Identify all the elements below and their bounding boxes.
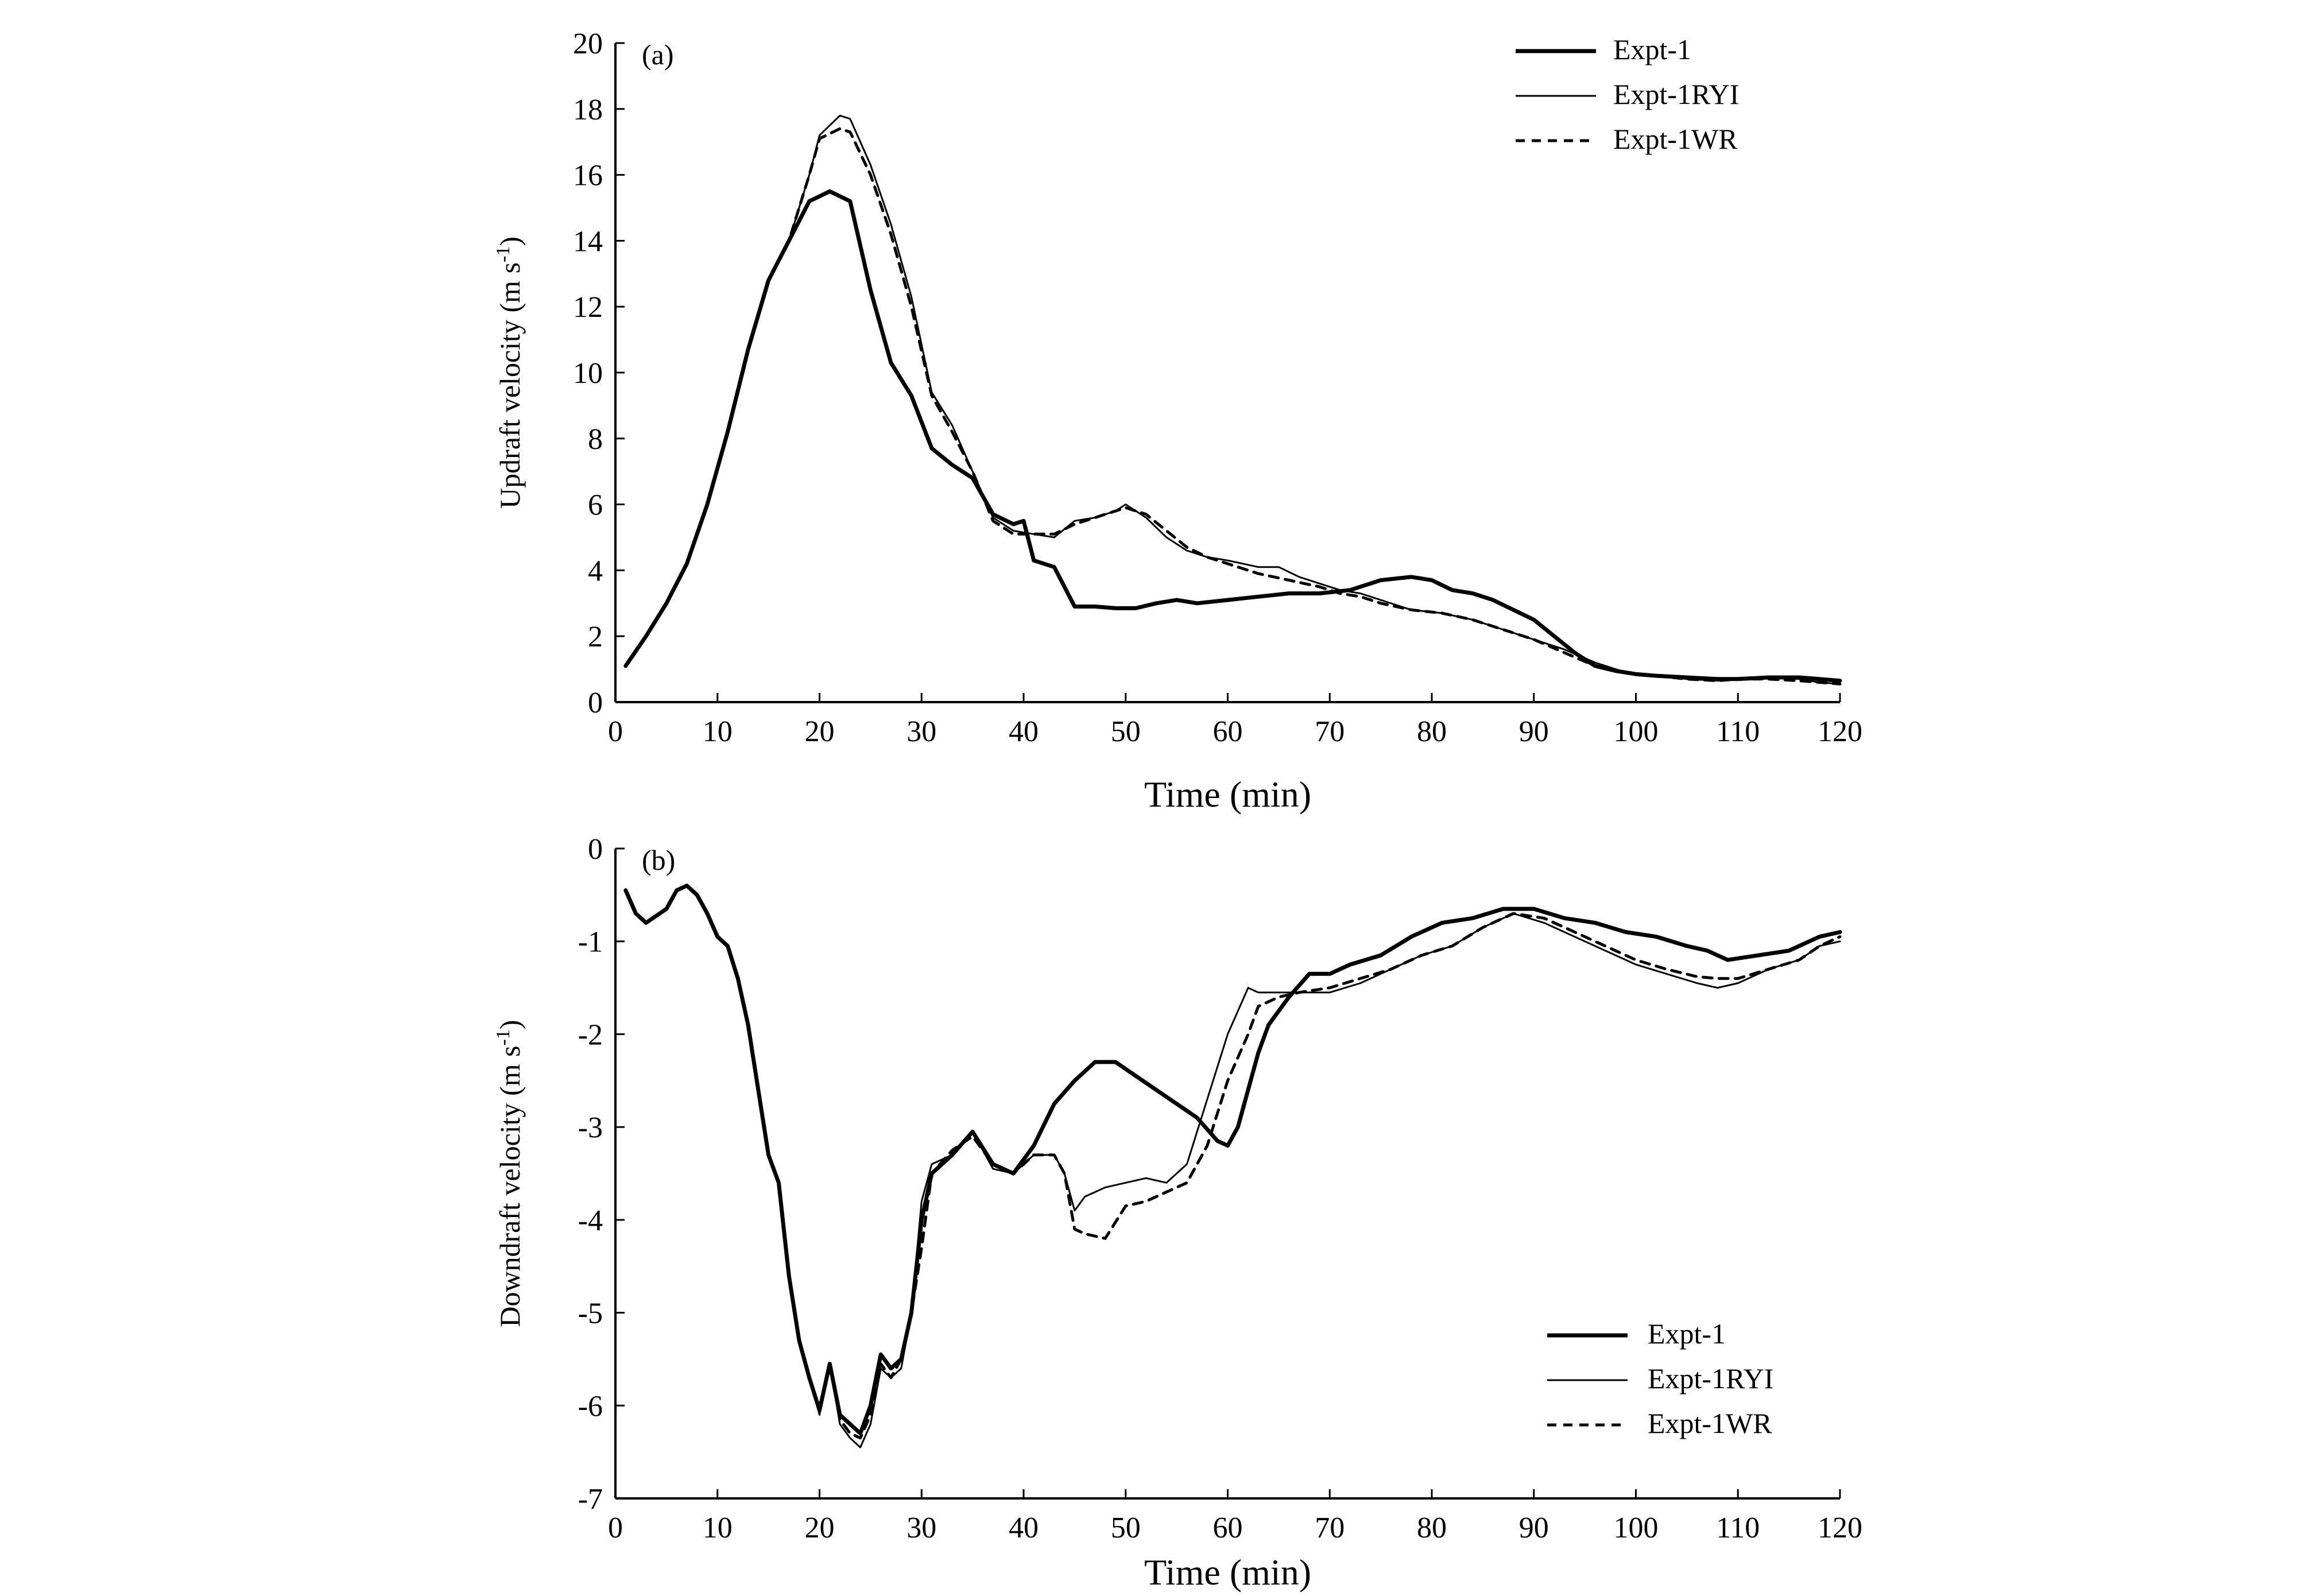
panel-b-series-expt-1wr	[624, 884, 1842, 1440]
panel-a-y-tick-label: 16	[573, 160, 603, 192]
panel-b-legend: Expt-1 Expt-1RYI Expt-1WR	[1547, 1318, 1773, 1439]
panel-a-y-tick-label: 0	[588, 687, 603, 719]
panel-b-y-tick-label: -1	[578, 926, 603, 959]
panel-a-y-axis-title-close: )	[494, 237, 526, 246]
panel-a-series-expt-1wr	[624, 127, 1842, 685]
panel-b-x-tick-label: 90	[1519, 1512, 1549, 1544]
panel-a-y-axis-title-main: Updraft velocity (m s	[494, 262, 526, 509]
panel-a-x-axis-title: Time (min)	[1144, 774, 1311, 815]
panel-b-x-tick-label: 80	[1417, 1512, 1447, 1544]
panel-b-y-tick-label: -2	[578, 1018, 603, 1051]
panel-b-x-tick-label: 40	[1009, 1512, 1039, 1544]
panel-b-x-tick-label: 110	[1716, 1512, 1760, 1544]
panel-b-y-tick-label: -4	[578, 1204, 603, 1237]
panel-b-legend-label: Expt-1RYI	[1648, 1362, 1773, 1394]
panel-a-x-tick-label: 50	[1111, 715, 1141, 748]
panel-a-y-tick-label: 18	[573, 94, 603, 126]
panel-a-y-tick-label: 10	[573, 357, 603, 390]
panel-a-y-ticks: 0 2 4 6 8 10 12 14 16 18 20	[573, 28, 625, 719]
panel-b-x-tick-label: 20	[805, 1512, 835, 1544]
panel-b-x-tick-label: 70	[1315, 1512, 1345, 1544]
panel-b-y-tick-label: 0	[588, 833, 603, 866]
panel-a-y-tick-label: 12	[573, 291, 603, 324]
panel-a-y-tick-label: 20	[573, 28, 603, 60]
panel-a-series-group	[623, 114, 1842, 685]
panel-b-y-axis-title: Downdraft velocity (m s-1)	[493, 1020, 526, 1327]
panel-a-legend: Expt-1 Expt-1RYI Expt-1WR	[1516, 33, 1739, 155]
panel-b-y-ticks: 0 -1 -2 -3 -4 -5 -6 -7	[578, 833, 625, 1516]
panel-a-y-tick-label: 4	[588, 555, 603, 587]
panel-a-x-tick-label: 10	[703, 715, 733, 748]
panel-a-legend-label: Expt-1WR	[1613, 123, 1738, 155]
panel-a-y-axis-title: Updraft velocity (m s-1)	[493, 237, 526, 509]
panel-b-y-axis-title-superscript: -1	[493, 1029, 514, 1045]
panel-a-label: (a)	[642, 38, 674, 71]
panel-b-series-group	[623, 884, 1842, 1448]
panel-a-y-tick-label: 8	[588, 423, 603, 456]
panel-a-series-expt-1ryi	[625, 114, 1841, 685]
panel-a-y-axis-title-superscript: -1	[493, 246, 514, 262]
panel-b-y-tick-label: -7	[578, 1483, 603, 1516]
panel-b-x-tick-label: 100	[1614, 1512, 1659, 1544]
panel-a-x-tick-label: 110	[1716, 715, 1760, 748]
panel-b-y-axis-title-main: Downdraft velocity (m s	[494, 1045, 526, 1327]
panel-b-y-tick-label: -5	[578, 1297, 603, 1330]
panel-a-y-tick-label: 14	[573, 225, 603, 258]
panel-b-y-tick-label: -6	[578, 1390, 603, 1423]
panel-a-x-ticks: 0 10 20 30 40 50 60 70 80 90 100 110 120	[608, 693, 1862, 748]
panel-b-x-tick-label: 50	[1111, 1512, 1141, 1544]
panel-a-y-tick-label: 2	[588, 621, 603, 653]
panel-a-y-tick-label: 6	[588, 489, 603, 522]
panel-b-y-axis-title-close: )	[494, 1020, 526, 1029]
panel-b-legend-label: Expt-1	[1648, 1318, 1726, 1350]
panel-a-legend-label: Expt-1RYI	[1613, 78, 1739, 110]
panel-b-legend-label: Expt-1WR	[1648, 1407, 1772, 1439]
panel-b-label: (b)	[642, 844, 675, 876]
panel-a-x-tick-label: 20	[805, 715, 835, 748]
panel-b-x-ticks: 0 10 20 30 40 50 60 70 80 90 100 110 120	[608, 1489, 1862, 1544]
panel-b-x-tick-label: 120	[1818, 1512, 1862, 1544]
panel-b-x-tick-label: 0	[608, 1512, 623, 1544]
panel-a-x-tick-label: 30	[906, 715, 936, 748]
panel-a-x-tick-label: 80	[1417, 715, 1447, 748]
panel-b-x-tick-label: 10	[703, 1512, 733, 1544]
panel-b-y-tick-label: -3	[578, 1111, 603, 1144]
panel-a-x-tick-label: 120	[1818, 715, 1862, 748]
panel-b-downdraft-chart: 0 10 20 30 40 50 60 70 80 90 100 110 120 0 -1 -2 -3 -4 -5…	[493, 833, 1862, 1593]
panel-a-legend-label: Expt-1	[1613, 33, 1691, 65]
panel-a-updraft-chart: 0 10 20 30 40 50 60 70 80 90 100 110 120 0 2 4 6 8 10 12 14…	[493, 28, 1862, 815]
panel-a-x-tick-label: 90	[1519, 715, 1549, 748]
panel-b-x-tick-label: 60	[1213, 1512, 1243, 1544]
panel-a-x-tick-label: 100	[1614, 715, 1659, 748]
panel-b-x-tick-label: 30	[906, 1512, 936, 1544]
panel-a-x-tick-label: 60	[1213, 715, 1243, 748]
panel-a-x-tick-label: 40	[1009, 715, 1039, 748]
panel-a-x-tick-label: 70	[1315, 715, 1345, 748]
panel-a-x-tick-label: 0	[608, 715, 623, 748]
panel-b-x-axis-title: Time (min)	[1144, 1552, 1311, 1593]
